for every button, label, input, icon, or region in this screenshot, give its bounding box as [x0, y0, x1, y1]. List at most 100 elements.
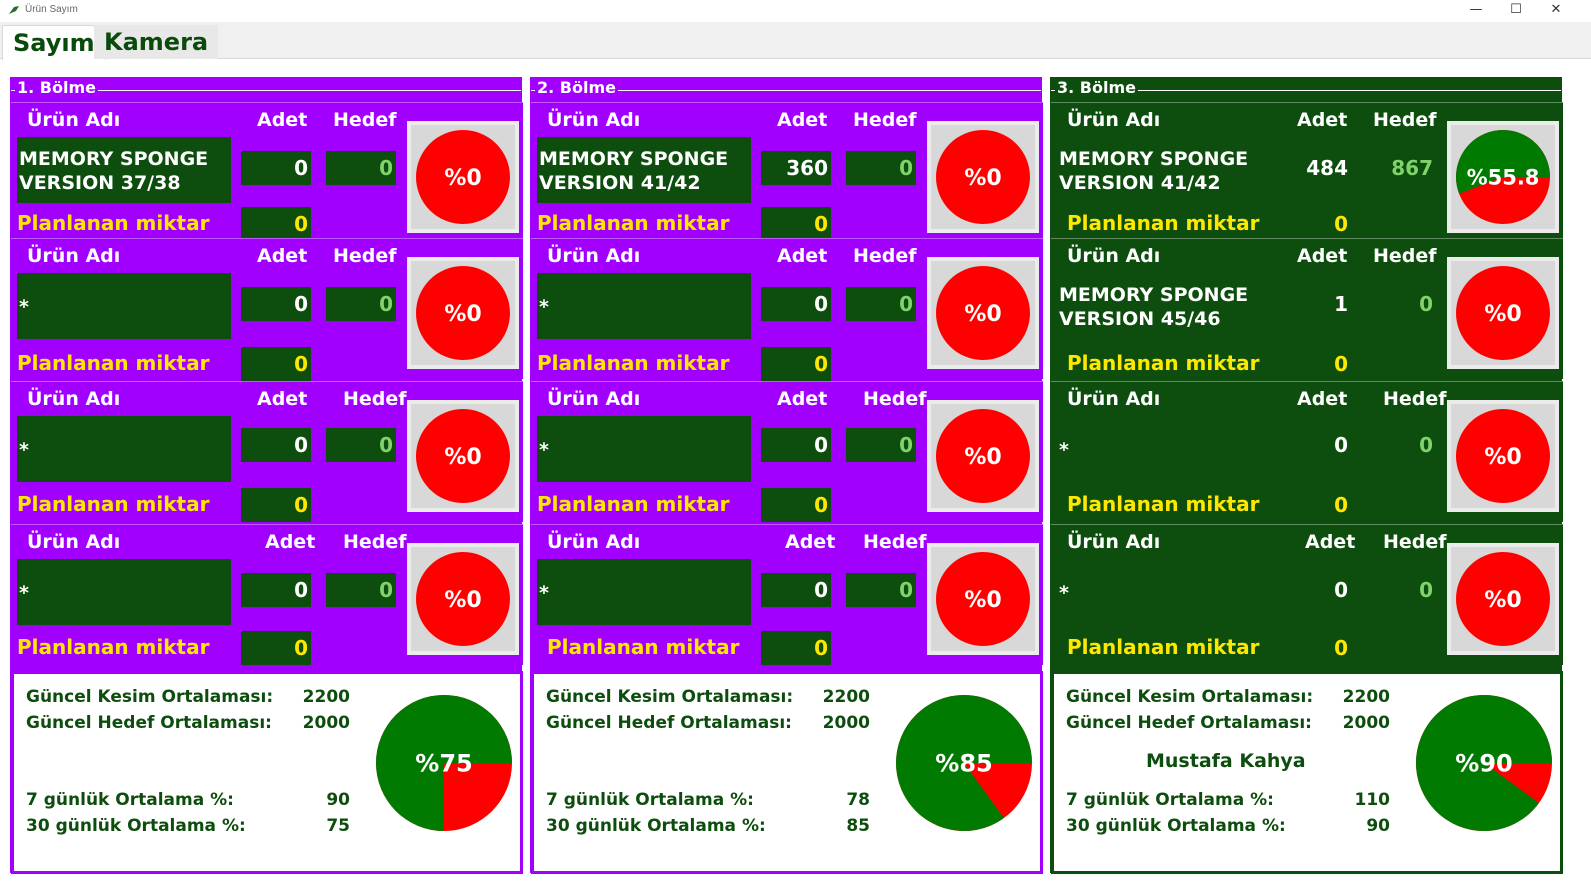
product-name-line1: MEMORY SPONGE: [1059, 148, 1249, 170]
progress-pie-chart: %0: [936, 409, 1030, 503]
hedef-label: Hedef: [1383, 531, 1447, 553]
planlanan-miktar-value[interactable]: 0: [761, 631, 831, 665]
hedef-value[interactable]: 0: [1419, 578, 1433, 602]
product-name-field[interactable]: *: [1057, 559, 1271, 625]
pie-percent-label: %0: [964, 588, 1001, 613]
planlanan-miktar-label: Planlanan miktar: [537, 211, 730, 235]
hedef-value[interactable]: 0: [1419, 433, 1433, 457]
adet-value[interactable]: 0: [241, 573, 311, 607]
guncel-hedef-label: Güncel Hedef Ortalaması:: [26, 713, 272, 733]
hedef-value[interactable]: 0: [846, 287, 916, 321]
tab-sayim[interactable]: Sayım: [2, 25, 106, 60]
adet-label: Adet: [265, 531, 316, 553]
adet-value[interactable]: 0: [241, 287, 311, 321]
product-name-line2: VERSION 41/42: [539, 172, 701, 194]
product-card: Ürün Adı Adet Hedef * 0 0 Planlanan miktar 0 %0: [1051, 524, 1563, 665]
product-name-field[interactable]: *: [17, 273, 231, 339]
hedef-value[interactable]: 0: [326, 573, 396, 607]
adet-value[interactable]: 0: [761, 287, 831, 321]
hedef-label: Hedef: [343, 531, 407, 553]
urun-adi-label: Ürün Adı: [1067, 388, 1161, 410]
guncel-kesim-value: 2200: [822, 687, 870, 707]
product-name-field[interactable]: MEMORY SPONGE VERSION 41/42: [537, 137, 751, 203]
hedef-value[interactable]: 0: [846, 428, 916, 462]
progress-pie-frame: %55.8: [1447, 121, 1559, 233]
planlanan-miktar-value[interactable]: 0: [761, 207, 831, 241]
progress-pie-frame: %0: [407, 257, 519, 369]
adet-value[interactable]: 0: [761, 573, 831, 607]
guncel-kesim-label: Güncel Kesim Ortalaması:: [26, 687, 274, 707]
pie-percent-label: %85: [935, 750, 992, 778]
product-name-field[interactable]: *: [1057, 416, 1271, 482]
adet-value[interactable]: 0: [1334, 433, 1348, 457]
product-name-line1: *: [539, 582, 549, 604]
pie-achieved-slice: [1456, 129, 1550, 194]
product-name-field[interactable]: MEMORY SPONGE VERSION 41/42: [1057, 137, 1271, 203]
product-card: Ürün Adı Adet Hedef * 0 0 Planlanan miktar 0 %0: [11, 381, 523, 522]
guncel-hedef-value: 2000: [1342, 713, 1390, 733]
planlanan-miktar-value[interactable]: 0: [241, 488, 311, 522]
adet-label: Adet: [785, 531, 836, 553]
progress-pie-frame: %0: [1447, 257, 1559, 369]
product-card: Ürün Adı Adet Hedef * 0 0 Planlanan miktar 0 %0: [11, 524, 523, 665]
hedef-value[interactable]: 0: [846, 573, 916, 607]
hedef-label: Hedef: [333, 109, 397, 131]
planlanan-miktar-value[interactable]: 0: [241, 631, 311, 665]
adet-label: Adet: [1297, 245, 1348, 267]
product-name-field[interactable]: MEMORY SPONGE VERSION 37/38: [17, 137, 231, 203]
product-name-field[interactable]: *: [537, 273, 751, 339]
product-name-line1: *: [539, 439, 549, 461]
planlanan-miktar-value[interactable]: 0: [1334, 493, 1348, 517]
pie-percent-label: %90: [1455, 750, 1512, 778]
adet-value[interactable]: 0: [241, 151, 311, 185]
minimize-button[interactable]: —: [1469, 2, 1483, 17]
adet-value[interactable]: 1: [1334, 292, 1348, 316]
adet-value[interactable]: 0: [1334, 578, 1348, 602]
maximize-button[interactable]: ☐: [1510, 2, 1522, 17]
hedef-label: Hedef: [853, 109, 917, 131]
hedef-value[interactable]: 0: [326, 428, 396, 462]
adet-label: Adet: [1297, 109, 1348, 131]
hedef-value[interactable]: 867: [1391, 156, 1433, 180]
hedef-value[interactable]: 0: [326, 287, 396, 321]
hedef-label: Hedef: [343, 388, 407, 410]
planlanan-miktar-value[interactable]: 0: [761, 488, 831, 522]
urun-adi-label: Ürün Adı: [27, 388, 121, 410]
hedef-value[interactable]: 0: [846, 151, 916, 185]
product-name-field[interactable]: MEMORY SPONGE VERSION 45/46: [1057, 273, 1271, 339]
planlanan-miktar-value[interactable]: 0: [761, 347, 831, 381]
adet-value[interactable]: 360: [761, 151, 831, 185]
section-header-line: [531, 90, 1041, 91]
pie-remaining-slice: [416, 266, 510, 360]
planlanan-miktar-value[interactable]: 0: [241, 347, 311, 381]
yedi-gunluk-value: 90: [326, 790, 350, 810]
planlanan-miktar-value[interactable]: 0: [241, 207, 311, 241]
planlanan-miktar-value[interactable]: 0: [1334, 352, 1348, 376]
hedef-label: Hedef: [853, 245, 917, 267]
yedi-gunluk-value: 110: [1354, 790, 1391, 810]
planlanan-miktar-label: Planlanan miktar: [1067, 351, 1260, 375]
adet-value[interactable]: 0: [761, 428, 831, 462]
planlanan-miktar-value[interactable]: 0: [1334, 212, 1348, 236]
adet-value[interactable]: 0: [241, 428, 311, 462]
tab-kamera[interactable]: Kamera: [94, 25, 219, 59]
adet-value[interactable]: 484: [1306, 156, 1348, 180]
product-name-field[interactable]: *: [537, 416, 751, 482]
planlanan-miktar-label: Planlanan miktar: [537, 492, 730, 516]
close-button[interactable]: ✕: [1550, 2, 1562, 17]
product-name-field[interactable]: *: [17, 559, 231, 625]
urun-adi-label: Ürün Adı: [1067, 245, 1161, 267]
planlanan-miktar-value[interactable]: 0: [1334, 636, 1348, 660]
pie-achieved-slice: [376, 695, 512, 831]
section-title: 3. Bölme: [1055, 78, 1138, 97]
product-name-field[interactable]: *: [17, 416, 231, 482]
hedef-value[interactable]: 0: [1419, 292, 1433, 316]
progress-pie-frame: %0: [927, 543, 1039, 655]
hedef-value[interactable]: 0: [326, 151, 396, 185]
summary-panel: Güncel Kesim Ortalaması: 2200 Güncel Hedef…: [531, 671, 1043, 874]
product-card: Ürün Adı Adet Hedef MEMORY SPONGE VERSION 41…: [531, 102, 1043, 243]
product-name-field[interactable]: *: [537, 559, 751, 625]
product-name-line1: *: [539, 296, 549, 318]
pie-remaining-slice: [936, 130, 1030, 224]
pie-percent-label: %0: [964, 166, 1001, 191]
